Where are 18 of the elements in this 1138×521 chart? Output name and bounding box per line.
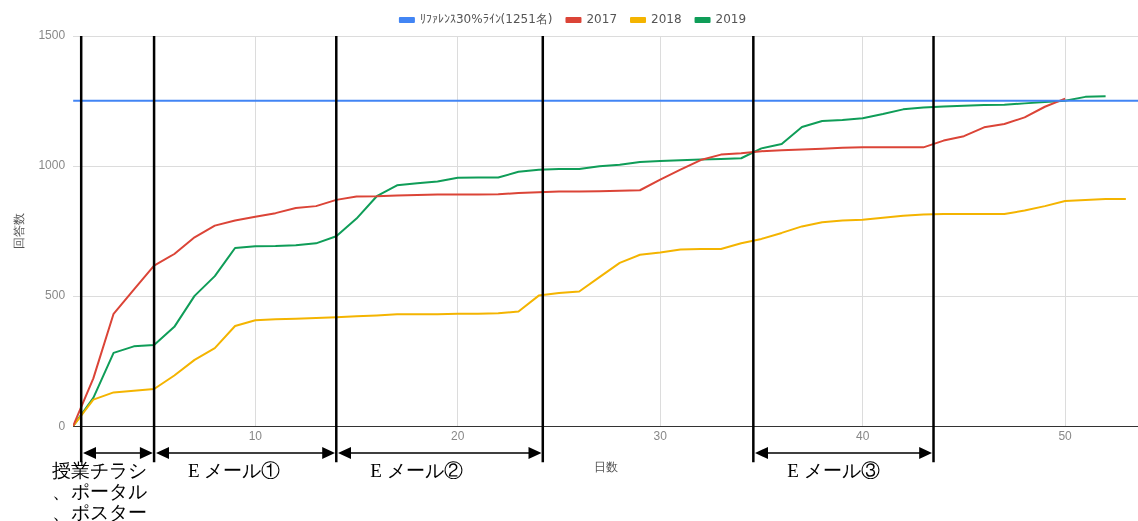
y-tick-label: 1500 [38, 28, 66, 43]
legend-label: ﾘﾌｧﾚﾝｽ30%ﾗｲﾝ(1251名) [419, 12, 553, 27]
x-tick-label: 40 [855, 428, 870, 443]
y-tick-label: 0 [58, 418, 66, 433]
legend-label: 2019 [715, 12, 747, 27]
y-axis-title: 回答数 [11, 213, 26, 250]
x-axis-title: 日数 [593, 460, 618, 475]
x-tick-label: 20 [451, 428, 465, 443]
y-tick-label: 1000 [38, 158, 66, 173]
ref-line-label: E メール② [370, 460, 463, 482]
legend-label: 2017 [586, 12, 618, 27]
ref-line-label: E メール① [188, 460, 281, 482]
x-tick-label: 30 [653, 428, 668, 443]
x-tick-label: 10 [248, 428, 263, 443]
x-tick-label: 50 [1058, 428, 1073, 443]
legend-label: 2018 [651, 12, 682, 27]
ref-line-label: E メール③ [787, 460, 880, 482]
y-tick-label: 500 [45, 288, 66, 303]
